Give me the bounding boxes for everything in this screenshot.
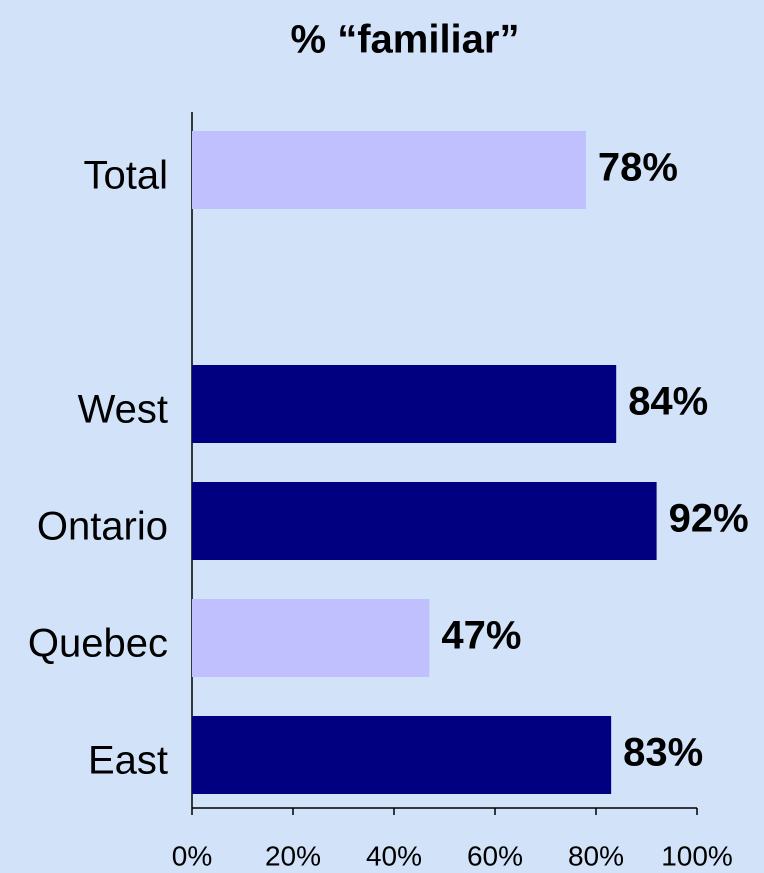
bar (192, 716, 612, 794)
value-label: 92% (669, 497, 749, 541)
value-label: 83% (623, 731, 703, 775)
x-tick-label: 40% (366, 840, 422, 871)
value-label: 47% (441, 614, 521, 658)
y-tick-label: Total (84, 154, 169, 198)
bar (192, 365, 617, 443)
y-tick-label: West (78, 388, 168, 432)
y-tick-label: Ontario (37, 505, 168, 549)
x-tick-label: 20% (265, 840, 321, 871)
y-tick-label: Quebec (28, 622, 168, 666)
bar (192, 482, 657, 560)
x-tick-label: 80% (568, 840, 624, 871)
y-tick-label: East (88, 739, 168, 783)
value-label: 84% (628, 380, 708, 424)
bar (192, 599, 430, 677)
x-tick-label: 100% (661, 840, 733, 871)
value-label: 78% (598, 146, 678, 190)
bar (192, 131, 586, 209)
x-tick-label: 60% (467, 840, 523, 871)
x-tick-label: 0% (172, 840, 212, 871)
chart-title: % “familiar” (291, 18, 520, 62)
